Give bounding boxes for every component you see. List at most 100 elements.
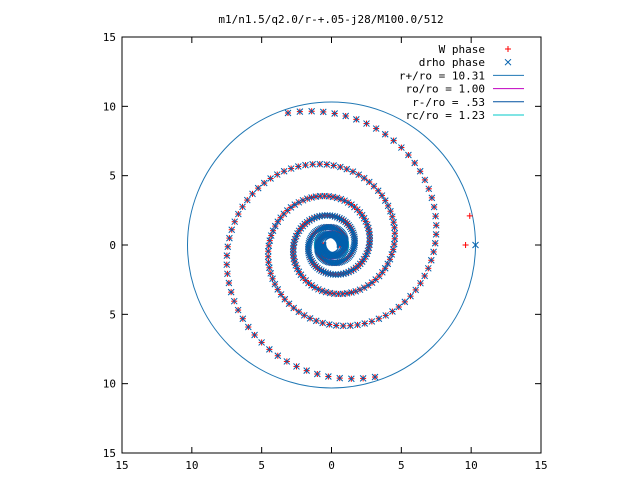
drho-phase-point-b [370,182,378,190]
drho-phase-point-b [283,358,291,365]
drho-phase-point-b [223,261,231,269]
drho-phase-point-b [378,268,386,276]
drho-phase-point [432,212,439,220]
drho-phase-point [303,367,311,374]
drho-phase-point-b [371,373,379,381]
drho-phase-point [341,236,349,244]
drho-phase-point-b [407,292,414,300]
drho-phase-point-b [388,251,396,258]
drho-phase-point [407,292,414,300]
drho-phase-point [277,291,285,298]
drho-phase-point-b [430,203,438,211]
drho-phase-point-b [417,279,424,287]
drho-phase-point-b [332,271,339,278]
drho-phase-point-b [382,312,390,319]
drho-phase-point-b [424,264,432,272]
drho-phase-point [290,304,298,312]
drho-phase-point-b [266,264,273,272]
drho-phase-point-b [306,314,314,322]
drho-phase-point-b [287,165,295,172]
drho-phase-point [305,251,313,259]
drho-phase-point [365,178,373,186]
drho-phase-point [269,227,277,235]
drho-phase-point [387,207,394,215]
drho-phase-point [336,163,344,171]
drho-phase-point-b [309,160,317,168]
drho-phase-point [302,161,309,169]
drho-phase-point-b [318,212,326,220]
drho-phase-point [382,312,390,319]
drho-phase-point [324,373,332,380]
drho-phase-point [364,281,372,289]
drho-phase-point [425,185,433,193]
drho-phase-point-b [350,233,358,241]
drho-phase-point-b [401,298,409,306]
drho-phase-point [342,112,350,120]
drho-phase-point-b [398,144,405,151]
drho-phase-point [362,218,370,225]
drho-phase-point-b [342,112,350,120]
x-tick-label: 5 [258,459,265,472]
drho-phase-point [347,375,355,383]
drho-phase-point-b [307,255,315,263]
drho-phase-point-b [421,176,429,184]
drho-phase-point [421,272,429,280]
drho-phase-point [360,284,368,292]
drho-phase-point [266,264,273,272]
drho-phase-point [378,192,386,199]
y-tick-label: 15 [103,31,116,44]
drho-phase-point [283,358,291,365]
y-tick-label: 10 [103,100,116,113]
drho-phase-point-b [356,286,364,294]
drho-phase-point-b [226,234,233,242]
drho-phase-point-b [308,281,315,289]
drho-phase-point [223,261,231,269]
drho-phase-point-b [337,195,345,203]
drho-phase-point-b [390,240,398,248]
drho-phase-point [348,227,356,235]
drho-phase-point-b [348,289,355,296]
drho-phase-point [432,231,440,238]
drho-phase-point-b [365,228,373,235]
drho-phase-point-b [269,227,277,235]
drho-phase-point [300,311,308,319]
drho-phase-point-b [318,287,326,295]
drho-phase-point-b [314,245,321,253]
drho-phase-point-b [389,308,396,315]
x-tick-label: 5 [398,459,405,472]
drho-phase-point-b [348,201,355,209]
drho-phase-point-b [366,234,374,242]
drho-phase-point [472,241,479,249]
drho-phase-point-b [266,237,274,244]
drho-phase-point [329,271,337,278]
drho-phase-point [306,314,314,322]
drho-phase-point [225,279,233,287]
drho-phase-point-b [234,210,242,218]
drho-phase-point [332,322,340,329]
drho-phase-point-b [338,216,345,223]
drho-phase-point-b [347,375,355,383]
drho-phase-point [308,281,315,289]
drho-phase-point-b [271,222,279,230]
drho-phase-point-b [308,107,316,115]
drho-phase-point-b [390,218,397,226]
drho-phase-point [330,162,338,169]
drho-phase-point [428,194,436,202]
drho-phase-point [227,288,235,296]
drho-phase-point-b [432,212,439,220]
drho-phase-point-b [322,269,330,277]
drho-phase-point-b [365,178,373,186]
drho-phase-point-b [239,203,246,211]
drho-phase-point-b [289,248,297,256]
drho-phase-point [234,306,242,314]
drho-phase-point [417,279,424,287]
drho-phase-point [319,319,327,327]
drho-phase-point-b [316,265,323,273]
drho-phase-point [395,303,403,311]
drho-phase-point-b [316,192,324,200]
drho-phase-point [411,159,419,167]
drho-phase-point-b [363,120,370,127]
drho-phase-point [266,346,273,353]
drho-phase-point [356,286,364,294]
